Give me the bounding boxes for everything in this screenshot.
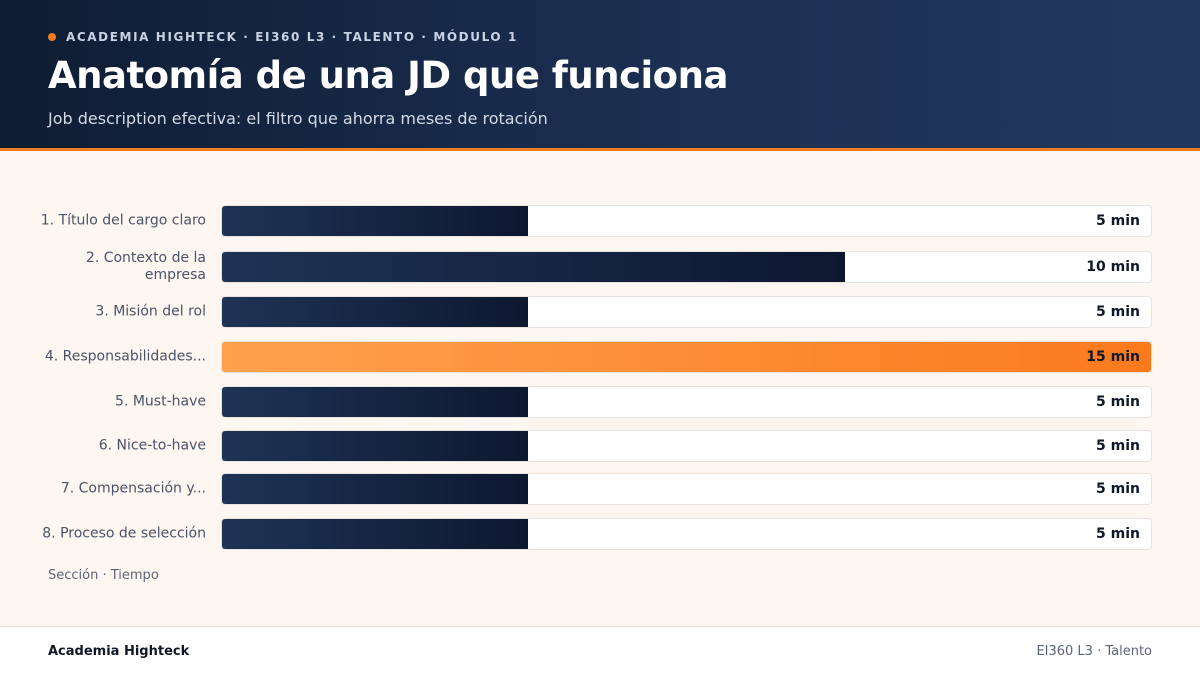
bar-fill	[222, 342, 1151, 372]
bar-row: 6. Nice-to-have 5 min	[0, 430, 1200, 462]
bar-category-label: 4. Responsabilidades...	[44, 348, 206, 365]
bar-fill	[222, 387, 528, 417]
bar-track: 5 min	[221, 473, 1152, 505]
header-banner: ACADEMIA HIGHTECK · EI360 L3 · TALENTO ·…	[0, 0, 1200, 151]
bar-chart: 1. Título del cargo claro 5 min 2. Context…	[0, 154, 1200, 574]
bar-fill	[222, 431, 528, 461]
bar-category-label: 8. Proceso de selección	[42, 525, 206, 542]
bar-fill	[222, 297, 528, 327]
bar-category-label: 5. Must-have	[115, 393, 206, 410]
bar-fill	[222, 252, 845, 282]
bar-row: 7. Compensación y... 5 min	[0, 473, 1200, 505]
footer: Academia Highteck EI360 L3 · Talento	[0, 626, 1200, 675]
bullet-dot-icon	[48, 33, 56, 41]
page-title: Anatomía de una JD que funciona	[48, 54, 728, 97]
bar-value-label: 10 min	[1086, 259, 1140, 275]
bar-row: 8. Proceso de selección 5 min	[0, 518, 1200, 550]
bar-row: 2. Contexto de la empresa 10 min	[0, 250, 1200, 283]
bar-row: 4. Responsabilidades... 15 min	[0, 341, 1200, 373]
bar-category-label: 7. Compensación y...	[60, 480, 206, 497]
bar-track: 5 min	[221, 205, 1152, 237]
bar-value-label: 15 min	[1086, 349, 1140, 365]
chart-caption: Sección · Tiempo	[48, 568, 159, 583]
bar-value-label: 5 min	[1096, 213, 1140, 229]
bar-track: 15 min	[221, 341, 1152, 373]
bar-value-label: 5 min	[1096, 438, 1140, 454]
bar-value-label: 5 min	[1096, 526, 1140, 542]
bar-category-label: 6. Nice-to-have	[98, 437, 206, 454]
bar-track: 10 min	[221, 251, 1152, 283]
bar-track: 5 min	[221, 518, 1152, 550]
page-subtitle: Job description efectiva: el filtro que …	[48, 109, 548, 128]
bar-category-label: 3. Misión del rol	[95, 303, 206, 320]
bar-fill	[222, 206, 528, 236]
bar-category-label: 1. Título del cargo claro	[40, 212, 206, 229]
bar-value-label: 5 min	[1096, 394, 1140, 410]
kicker: ACADEMIA HIGHTECK · EI360 L3 · TALENTO ·…	[48, 30, 518, 44]
bar-track: 5 min	[221, 430, 1152, 462]
bar-value-label: 5 min	[1096, 481, 1140, 497]
footer-brand: Academia Highteck	[48, 644, 190, 659]
bar-fill	[222, 519, 528, 549]
bar-track: 5 min	[221, 296, 1152, 328]
bar-row: 3. Misión del rol 5 min	[0, 296, 1200, 328]
kicker-text: ACADEMIA HIGHTECK · EI360 L3 · TALENTO ·…	[66, 30, 518, 44]
bar-row: 5. Must-have 5 min	[0, 386, 1200, 418]
bar-row: 1. Título del cargo claro 5 min	[0, 205, 1200, 237]
footer-course: EI360 L3 · Talento	[1036, 644, 1152, 659]
bar-fill	[222, 474, 528, 504]
bar-track: 5 min	[221, 386, 1152, 418]
bar-value-label: 5 min	[1096, 304, 1140, 320]
bar-category-label: 2. Contexto de la empresa	[85, 250, 206, 283]
